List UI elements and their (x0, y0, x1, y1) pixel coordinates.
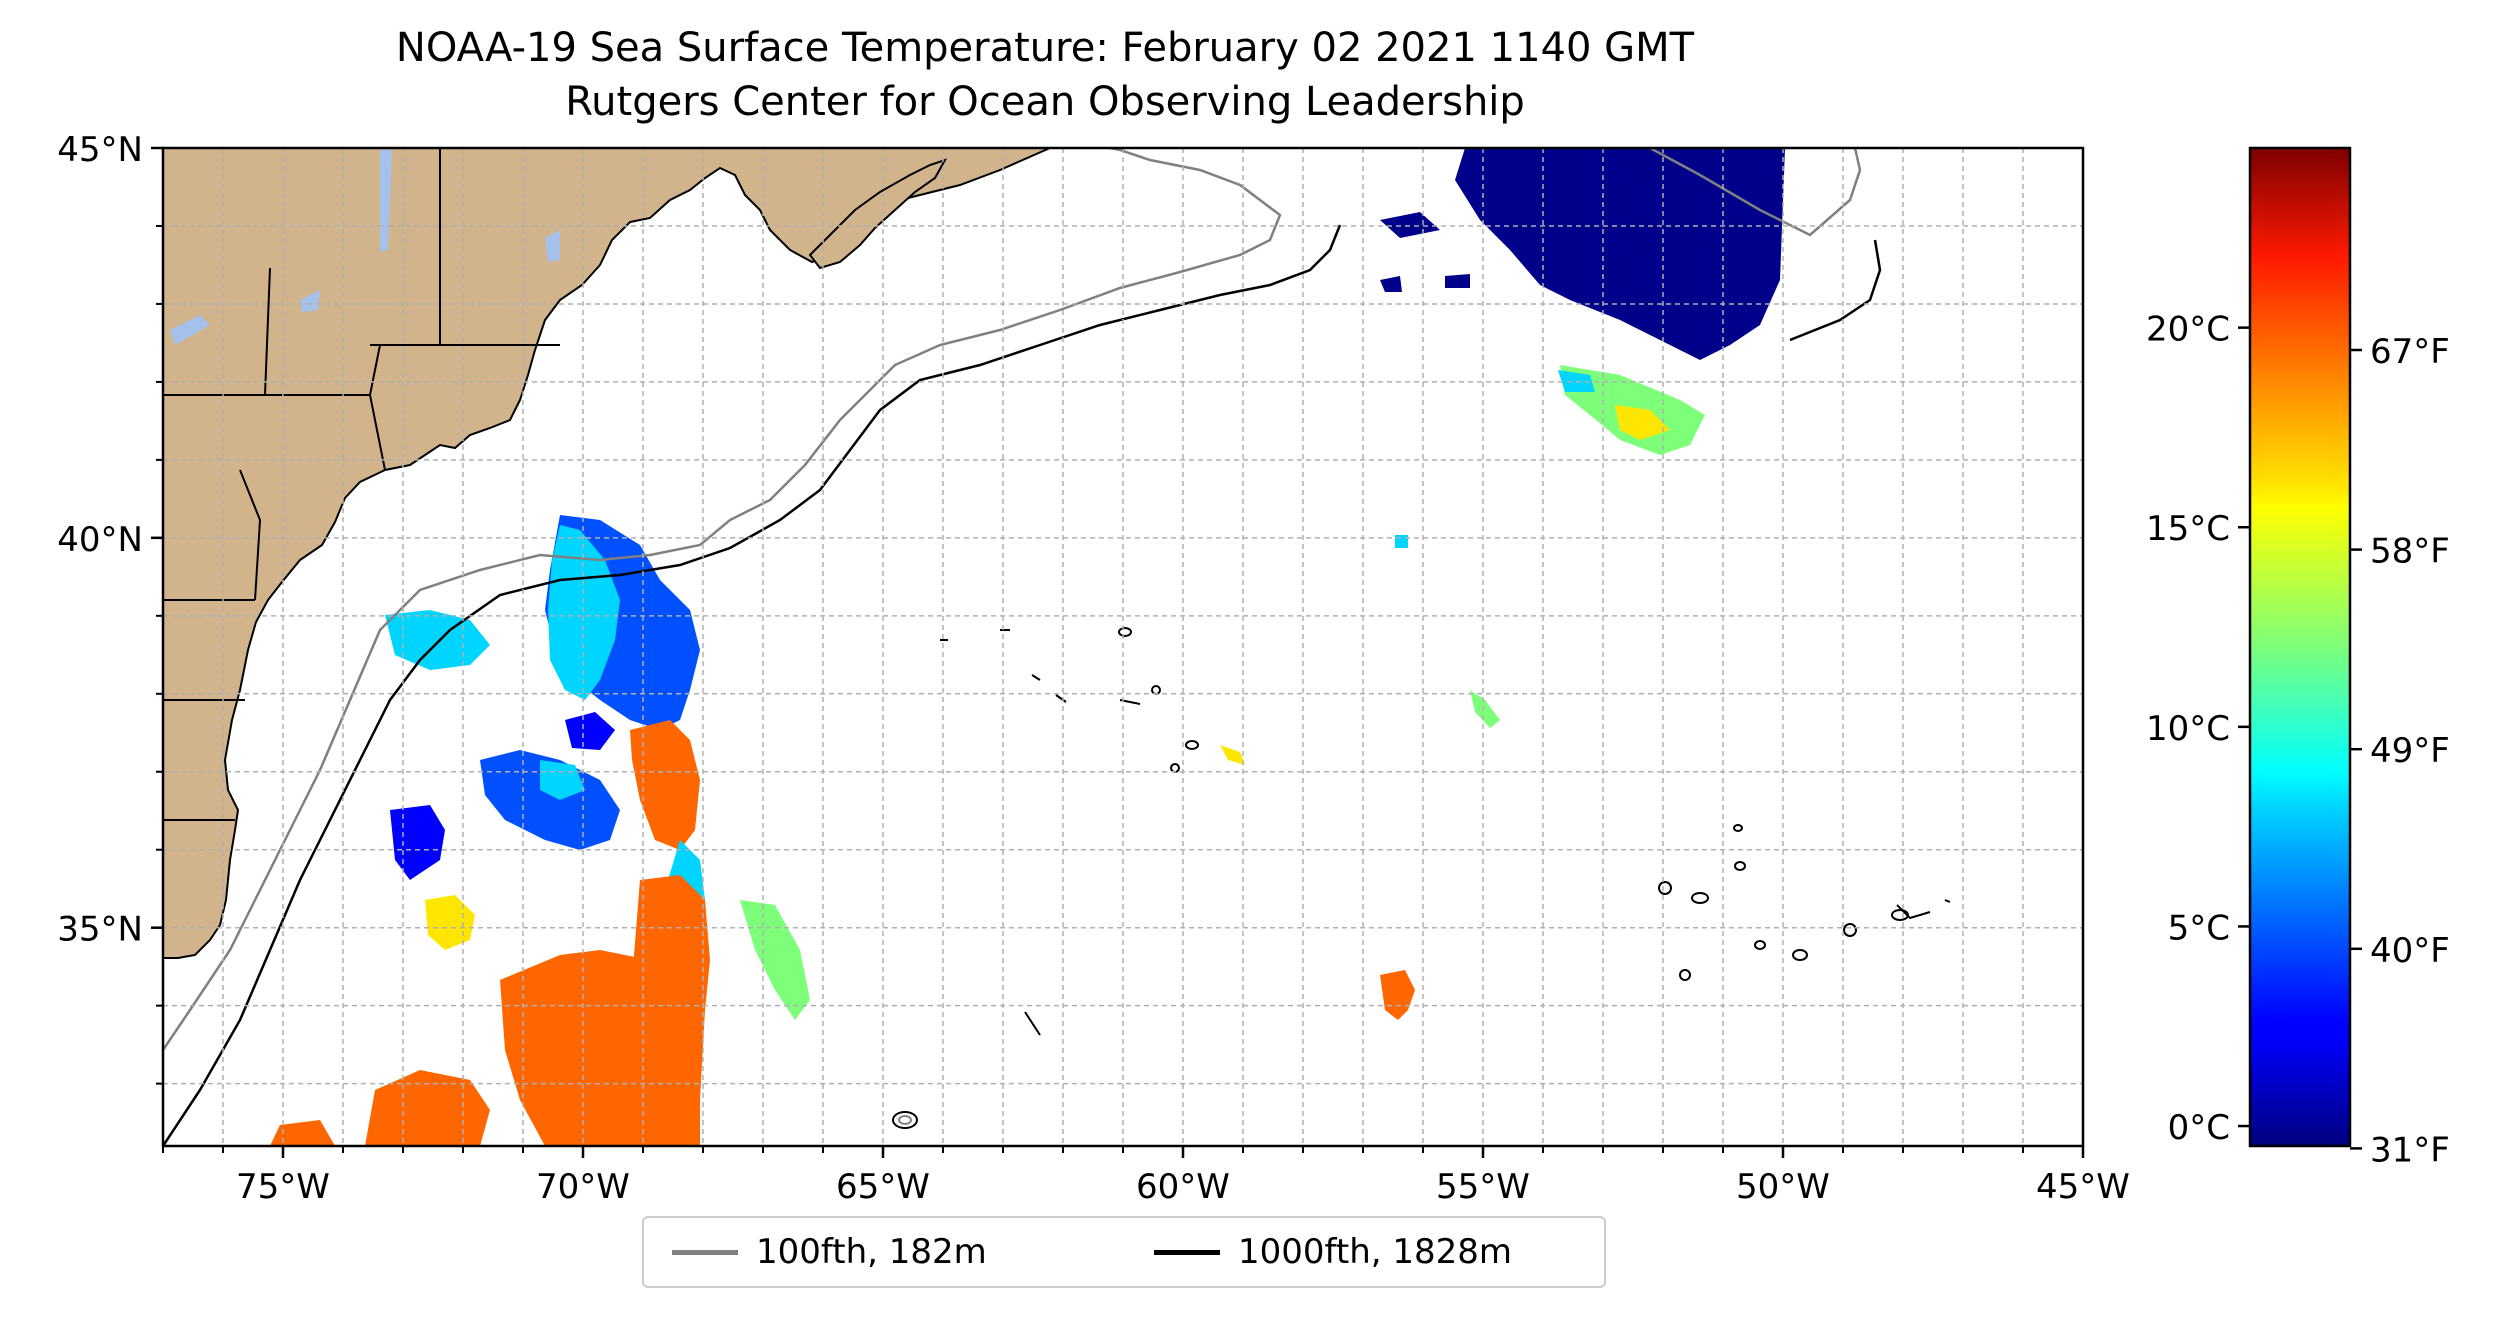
celsius-tick-label: 15°C (2146, 509, 2230, 549)
lat-tick-label: 45°N (57, 130, 143, 170)
lat-tick-label: 40°N (57, 520, 143, 560)
lat-tick-label: 35°N (57, 910, 143, 950)
1000fth-contour (163, 224, 1882, 1146)
fahrenheit-tick-label: 67°F (2370, 332, 2450, 372)
latitude-axis: 45°N 40°N 35°N (57, 130, 163, 1085)
fahrenheit-tick-label: 49°F (2370, 731, 2450, 771)
100fth-contour (163, 148, 1862, 1051)
lon-tick-label: 55°W (1436, 1167, 1530, 1207)
contour-legend: 100fth, 182m 1000fth, 1828m (642, 1216, 1606, 1288)
state-borders (163, 148, 560, 821)
lon-tick-label: 50°W (1736, 1167, 1830, 1207)
legend-swatch-gray (672, 1249, 738, 1255)
seamount-contours (892, 627, 1951, 1129)
nova-scotia (808, 158, 948, 270)
land-mass (163, 148, 1051, 959)
lon-tick-label: 45°W (2036, 1167, 2130, 1207)
colorbar-celsius-axis: 0°C 5°C 10°C 15°C 20°C (2146, 310, 2250, 1148)
colorbar-gradient (2248, 146, 2352, 1148)
map-gridlines (163, 148, 2083, 1146)
colorbar-fahrenheit-axis: 31°F 40°F 49°F 58°F 67°F (2350, 332, 2450, 1170)
celsius-tick-label: 5°C (2168, 908, 2230, 948)
lon-tick-label: 65°W (836, 1167, 930, 1207)
lon-tick-label: 70°W (536, 1167, 630, 1207)
legend-label-100fth: 100fth, 182m (756, 1232, 987, 1272)
longitude-axis: 75°W 70°W 65°W 60°W 55°W 50°W 45°W (162, 1146, 2130, 1207)
legend-item-1000fth: 1000fth, 1828m (1154, 1218, 1512, 1286)
lon-tick-label: 60°W (1136, 1167, 1230, 1207)
map-subtitle: Rutgers Center for Ocean Observing Leade… (565, 79, 1525, 125)
legend-label-1000fth: 1000fth, 1828m (1238, 1232, 1513, 1272)
celsius-tick-label: 0°C (2168, 1108, 2230, 1148)
celsius-tick-label: 10°C (2146, 709, 2230, 749)
fahrenheit-tick-label: 31°F (2370, 1130, 2450, 1170)
fahrenheit-tick-label: 58°F (2370, 532, 2450, 572)
legend-item-100fth: 100fth, 182m (672, 1218, 987, 1286)
legend-swatch-black (1154, 1249, 1220, 1255)
map-title: NOAA-19 Sea Surface Temperature: Februar… (395, 25, 1695, 71)
lon-tick-label: 75°W (236, 1167, 330, 1207)
fahrenheit-tick-label: 40°F (2370, 931, 2450, 971)
celsius-tick-label: 20°C (2146, 310, 2230, 350)
